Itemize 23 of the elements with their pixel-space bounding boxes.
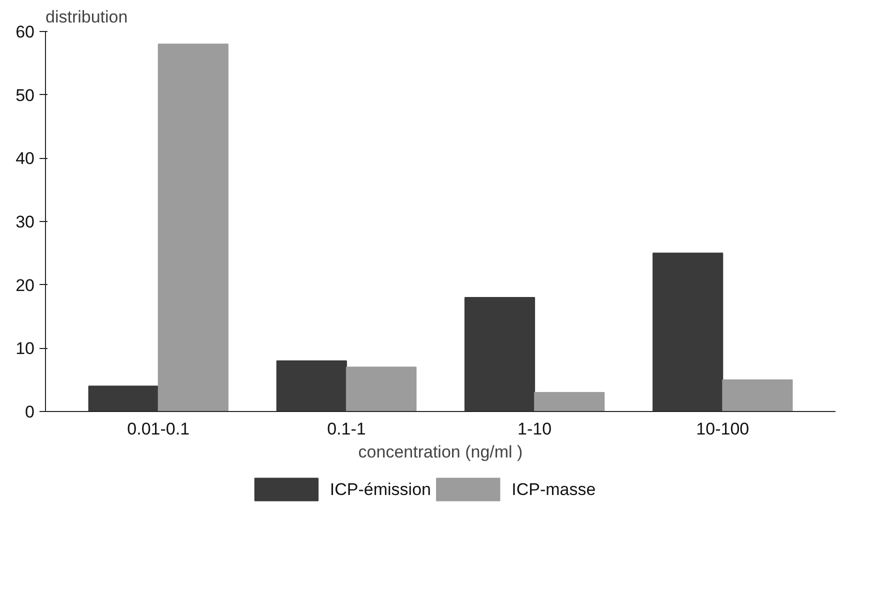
y-tick-label: 40 bbox=[16, 149, 35, 168]
x-axis-title: concentration (ng/ml ) bbox=[358, 442, 523, 462]
y-tick-label: 50 bbox=[16, 86, 35, 105]
x-tick-label: 0.1-1 bbox=[327, 420, 366, 438]
y-tick-label: 20 bbox=[16, 276, 35, 295]
bar bbox=[346, 366, 417, 412]
bar bbox=[722, 379, 793, 412]
x-tick-label: 1-10 bbox=[518, 420, 552, 438]
bar bbox=[652, 252, 724, 412]
bar bbox=[464, 297, 536, 412]
x-tick-label: 10-100 bbox=[696, 420, 750, 438]
bar bbox=[534, 392, 605, 412]
bar bbox=[276, 360, 347, 412]
y-tick-label: 0 bbox=[25, 402, 35, 422]
x-tick-label: 0.01-0.1 bbox=[127, 420, 190, 438]
legend-label: ICP-masse bbox=[512, 480, 596, 499]
y-tick-label: 30 bbox=[16, 212, 35, 232]
y-tick-label: 60 bbox=[16, 22, 35, 42]
bar bbox=[158, 44, 228, 412]
bar bbox=[88, 386, 159, 412]
y-axis-title: distribution bbox=[46, 8, 128, 26]
legend-label: ICP-émission bbox=[330, 480, 431, 499]
y-tick-label: 10 bbox=[16, 339, 35, 358]
